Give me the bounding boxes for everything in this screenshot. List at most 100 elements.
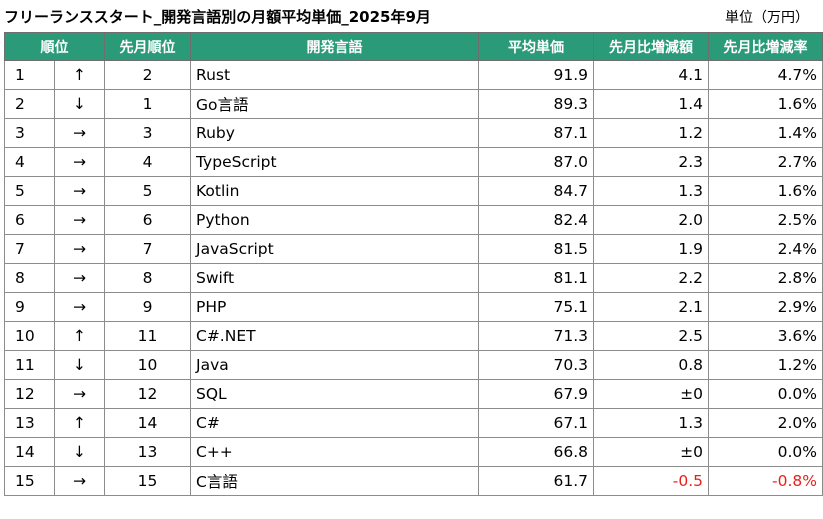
language-cell: C#.NET	[190, 321, 479, 351]
rank-change-arrow-icon: ↓	[54, 89, 105, 119]
table-row: 5 → 5 Kotlin 84.7 1.3 1.6%	[4, 176, 823, 206]
language-cell: C#	[190, 408, 479, 438]
mom-change-cell: ±0	[593, 437, 709, 467]
language-cell: Kotlin	[190, 176, 479, 206]
rank-cell: 14	[4, 437, 55, 467]
table-row: 9 → 9 PHP 75.1 2.1 2.9%	[4, 292, 823, 322]
rank-cell: 7	[4, 234, 55, 264]
prev-rank-cell: 11	[104, 321, 191, 351]
header-language: 開発言語	[190, 32, 479, 61]
rank-change-arrow-icon: ↓	[54, 350, 105, 380]
table-header-row: 順位 先月順位 開発言語 平均単価 先月比増減額 先月比増減率	[4, 32, 823, 61]
prev-rank-cell: 15	[104, 466, 191, 496]
table-row: 14 ↓ 13 C++ 66.8 ±0 0.0%	[4, 437, 823, 467]
rank-cell: 5	[4, 176, 55, 206]
mom-change-cell: 1.3	[593, 408, 709, 438]
rank-change-arrow-icon: →	[54, 205, 105, 235]
table-row: 4 → 4 TypeScript 87.0 2.3 2.7%	[4, 147, 823, 177]
prev-rank-cell: 3	[104, 118, 191, 148]
rank-change-arrow-icon: ↑	[54, 321, 105, 351]
rank-change-arrow-icon: →	[54, 466, 105, 496]
header-avg-price: 平均単価	[478, 32, 594, 61]
mom-rate-cell: 2.5%	[708, 205, 823, 235]
rank-cell: 6	[4, 205, 55, 235]
rank-cell: 11	[4, 350, 55, 380]
language-cell: Python	[190, 205, 479, 235]
header-rank: 順位	[4, 32, 105, 61]
avg-price-cell: 81.1	[478, 263, 594, 293]
mom-rate-cell: 2.4%	[708, 234, 823, 264]
mom-change-cell: 2.0	[593, 205, 709, 235]
table-row: 8 → 8 Swift 81.1 2.2 2.8%	[4, 263, 823, 293]
prev-rank-cell: 5	[104, 176, 191, 206]
prev-rank-cell: 9	[104, 292, 191, 322]
avg-price-cell: 71.3	[478, 321, 594, 351]
table-row: 2 ↓ 1 Go言語 89.3 1.4 1.6%	[4, 89, 823, 119]
mom-change-cell: 1.9	[593, 234, 709, 264]
mom-rate-cell: 2.0%	[708, 408, 823, 438]
avg-price-cell: 81.5	[478, 234, 594, 264]
mom-change-cell: 2.5	[593, 321, 709, 351]
prev-rank-cell: 1	[104, 89, 191, 119]
mom-rate-cell: 0.0%	[708, 437, 823, 467]
language-cell: Ruby	[190, 118, 479, 148]
avg-price-cell: 75.1	[478, 292, 594, 322]
mom-rate-cell: 0.0%	[708, 379, 823, 409]
avg-price-cell: 89.3	[478, 89, 594, 119]
avg-price-cell: 66.8	[478, 437, 594, 467]
mom-rate-cell: 1.4%	[708, 118, 823, 148]
mom-change-cell: 1.4	[593, 89, 709, 119]
rank-cell: 3	[4, 118, 55, 148]
language-cell: TypeScript	[190, 147, 479, 177]
language-cell: Java	[190, 350, 479, 380]
table-row: 3 → 3 Ruby 87.1 1.2 1.4%	[4, 118, 823, 148]
mom-rate-cell: 3.6%	[708, 321, 823, 351]
avg-price-cell: 87.0	[478, 147, 594, 177]
prev-rank-cell: 8	[104, 263, 191, 293]
language-cell: PHP	[190, 292, 479, 322]
mom-rate-cell: 1.6%	[708, 89, 823, 119]
language-cell: C++	[190, 437, 479, 467]
rank-change-arrow-icon: →	[54, 176, 105, 206]
prev-rank-cell: 7	[104, 234, 191, 264]
header-prev-rank: 先月順位	[104, 32, 191, 61]
mom-rate-cell: 2.8%	[708, 263, 823, 293]
mom-change-cell: 1.2	[593, 118, 709, 148]
rank-change-arrow-icon: ↑	[54, 60, 105, 90]
mom-change-cell: 2.2	[593, 263, 709, 293]
mom-change-cell: 2.3	[593, 147, 709, 177]
rank-cell: 15	[4, 466, 55, 496]
rank-cell: 1	[4, 60, 55, 90]
mom-change-cell: 0.8	[593, 350, 709, 380]
language-cell: JavaScript	[190, 234, 479, 264]
table-row: 6 → 6 Python 82.4 2.0 2.5%	[4, 205, 823, 235]
ranking-table: 順位 先月順位 開発言語 平均単価 先月比増減額 先月比増減率 1 ↑ 2 Rust 9…	[4, 32, 823, 496]
language-cell: C言語	[190, 466, 479, 496]
avg-price-cell: 70.3	[478, 350, 594, 380]
mom-rate-cell: 1.6%	[708, 176, 823, 206]
prev-rank-cell: 12	[104, 379, 191, 409]
mom-rate-cell: 2.9%	[708, 292, 823, 322]
rank-cell: 10	[4, 321, 55, 351]
avg-price-cell: 61.7	[478, 466, 594, 496]
mom-change-cell: 4.1	[593, 60, 709, 90]
rank-change-arrow-icon: →	[54, 147, 105, 177]
header-mom-change: 先月比増減額	[593, 32, 709, 61]
rank-change-arrow-icon: ↑	[54, 408, 105, 438]
table-row: 15 → 15 C言語 61.7 -0.5 -0.8%	[4, 466, 823, 496]
table-row: 13 ↑ 14 C# 67.1 1.3 2.0%	[4, 408, 823, 438]
rank-change-arrow-icon: →	[54, 234, 105, 264]
prev-rank-cell: 10	[104, 350, 191, 380]
table-row: 11 ↓ 10 Java 70.3 0.8 1.2%	[4, 350, 823, 380]
avg-price-cell: 91.9	[478, 60, 594, 90]
prev-rank-cell: 2	[104, 60, 191, 90]
rank-cell: 8	[4, 263, 55, 293]
mom-rate-cell: 2.7%	[708, 147, 823, 177]
prev-rank-cell: 4	[104, 147, 191, 177]
prev-rank-cell: 14	[104, 408, 191, 438]
rank-cell: 12	[4, 379, 55, 409]
mom-rate-cell: 4.7%	[708, 60, 823, 90]
language-cell: Rust	[190, 60, 479, 90]
mom-change-cell: 1.3	[593, 176, 709, 206]
mom-rate-cell: -0.8%	[708, 466, 823, 496]
